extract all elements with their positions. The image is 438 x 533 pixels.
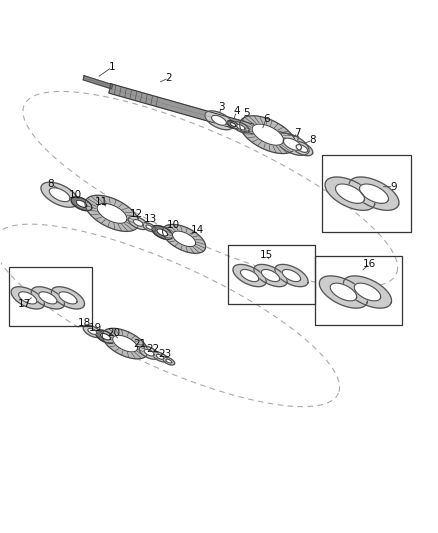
Polygon shape [163, 357, 175, 365]
Polygon shape [343, 276, 392, 308]
Bar [321, 155, 411, 232]
Text: 12: 12 [130, 209, 144, 220]
Polygon shape [51, 287, 85, 309]
Polygon shape [156, 354, 164, 359]
Polygon shape [233, 122, 249, 133]
Bar [228, 245, 315, 304]
Polygon shape [133, 220, 143, 226]
Polygon shape [83, 325, 102, 337]
Polygon shape [157, 229, 168, 236]
Polygon shape [142, 223, 156, 232]
Polygon shape [146, 225, 152, 229]
Polygon shape [59, 292, 77, 304]
Polygon shape [11, 287, 44, 309]
Polygon shape [152, 225, 173, 239]
Polygon shape [41, 182, 78, 207]
Polygon shape [31, 287, 64, 309]
Text: 7: 7 [294, 127, 301, 138]
Text: 1: 1 [109, 62, 115, 72]
Polygon shape [85, 195, 139, 231]
Text: 4: 4 [233, 106, 240, 116]
Polygon shape [166, 359, 172, 363]
Polygon shape [100, 333, 110, 340]
Polygon shape [349, 177, 399, 211]
Polygon shape [88, 328, 97, 334]
Text: 5: 5 [243, 108, 250, 118]
Text: 9: 9 [390, 182, 397, 192]
Polygon shape [275, 264, 308, 287]
Polygon shape [139, 346, 159, 359]
Text: 8: 8 [48, 179, 54, 189]
Polygon shape [325, 177, 375, 211]
Text: 23: 23 [158, 349, 171, 359]
Text: 21: 21 [133, 339, 146, 349]
Polygon shape [102, 328, 148, 359]
Polygon shape [237, 124, 245, 130]
Text: 15: 15 [260, 250, 273, 260]
Text: 10: 10 [166, 220, 180, 230]
Bar [315, 256, 403, 325]
Polygon shape [230, 123, 236, 126]
Text: 2: 2 [166, 73, 172, 83]
Text: 8: 8 [310, 135, 316, 145]
Text: 19: 19 [89, 322, 102, 333]
Polygon shape [128, 216, 148, 230]
Text: 22: 22 [146, 344, 160, 354]
Polygon shape [95, 330, 116, 343]
Polygon shape [261, 269, 279, 281]
Text: 3: 3 [218, 102, 225, 112]
Polygon shape [276, 133, 309, 155]
Polygon shape [227, 120, 239, 128]
Polygon shape [283, 269, 300, 281]
Bar [10, 266, 92, 326]
Polygon shape [39, 292, 57, 304]
Text: 14: 14 [191, 225, 204, 236]
Text: 11: 11 [95, 197, 108, 207]
Text: 17: 17 [18, 298, 32, 309]
Polygon shape [109, 84, 298, 146]
Polygon shape [354, 283, 381, 301]
Polygon shape [336, 184, 364, 204]
Polygon shape [205, 111, 233, 130]
Polygon shape [71, 197, 92, 211]
Polygon shape [240, 269, 259, 281]
Polygon shape [97, 204, 127, 223]
Polygon shape [152, 352, 167, 362]
Text: 16: 16 [363, 259, 376, 269]
Text: 10: 10 [69, 190, 82, 200]
Polygon shape [233, 264, 266, 287]
Polygon shape [252, 124, 284, 145]
Polygon shape [19, 292, 37, 304]
Polygon shape [113, 335, 138, 352]
Polygon shape [296, 144, 308, 152]
Polygon shape [283, 138, 301, 150]
Polygon shape [173, 231, 196, 247]
Polygon shape [319, 276, 367, 308]
Text: 20: 20 [107, 328, 120, 338]
Polygon shape [330, 283, 357, 301]
Polygon shape [212, 115, 226, 125]
Polygon shape [83, 76, 113, 89]
Text: 6: 6 [263, 114, 269, 124]
Text: 18: 18 [78, 318, 91, 328]
Polygon shape [76, 200, 87, 207]
Polygon shape [254, 264, 287, 287]
Polygon shape [360, 184, 389, 204]
Polygon shape [144, 349, 154, 356]
Polygon shape [49, 188, 70, 201]
Polygon shape [240, 116, 296, 154]
Text: 13: 13 [144, 214, 158, 224]
Polygon shape [291, 141, 313, 156]
Polygon shape [162, 224, 206, 253]
